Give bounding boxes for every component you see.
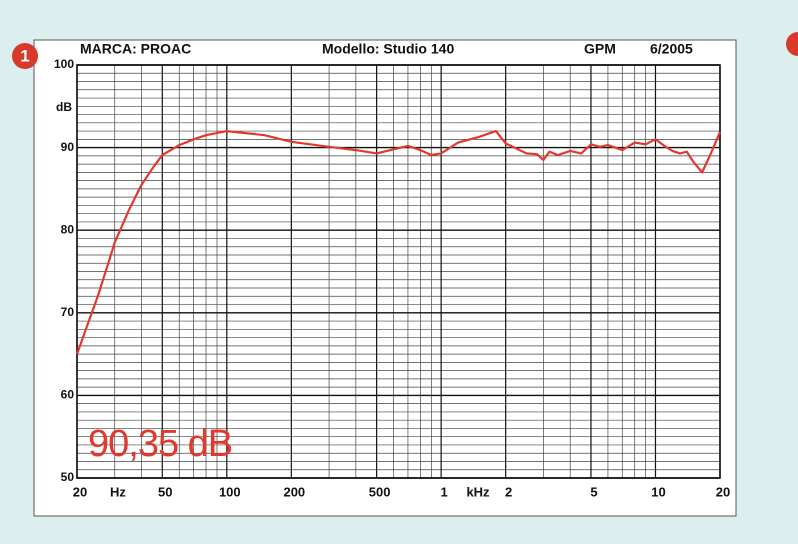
- y-tick-label: 100: [54, 57, 74, 71]
- y-tick-label: 50: [61, 470, 75, 484]
- y-tick-label: 90: [61, 140, 75, 154]
- x-tick-label: 100: [219, 484, 241, 499]
- x-tick-label: 50: [158, 484, 172, 499]
- model: Modello: Studio 140: [322, 41, 454, 57]
- y-tick-label: 60: [61, 388, 75, 402]
- x-tick-label: 1: [441, 484, 448, 499]
- date: 6/2005: [650, 41, 693, 57]
- annotation: 90,35 dB: [88, 423, 232, 465]
- x-tick-label: 20: [716, 484, 730, 499]
- source: GPM: [584, 41, 616, 57]
- response-line: [75, 130, 722, 355]
- x-tick-label: 200: [283, 484, 305, 499]
- x-tick-label: 20: [73, 484, 87, 499]
- y-axis-label: dB: [56, 100, 72, 114]
- plot-frame: [76, 64, 721, 479]
- x-unit: Hz: [110, 484, 126, 499]
- y-tick-label: 70: [61, 305, 75, 319]
- grid: [76, 64, 721, 479]
- badge-number: 1: [20, 46, 29, 65]
- x-tick-label: 2: [505, 484, 512, 499]
- x-tick-label: 5: [590, 484, 597, 499]
- brand: MARCA: PROAC: [80, 41, 191, 57]
- y-tick-label: 80: [61, 222, 75, 236]
- x-unit: kHz: [466, 484, 490, 499]
- x-tick-label: 10: [651, 484, 665, 499]
- plot: [75, 130, 722, 355]
- x-tick-label: 500: [369, 484, 391, 499]
- badge: [12, 43, 38, 69]
- next-badge: [786, 32, 798, 56]
